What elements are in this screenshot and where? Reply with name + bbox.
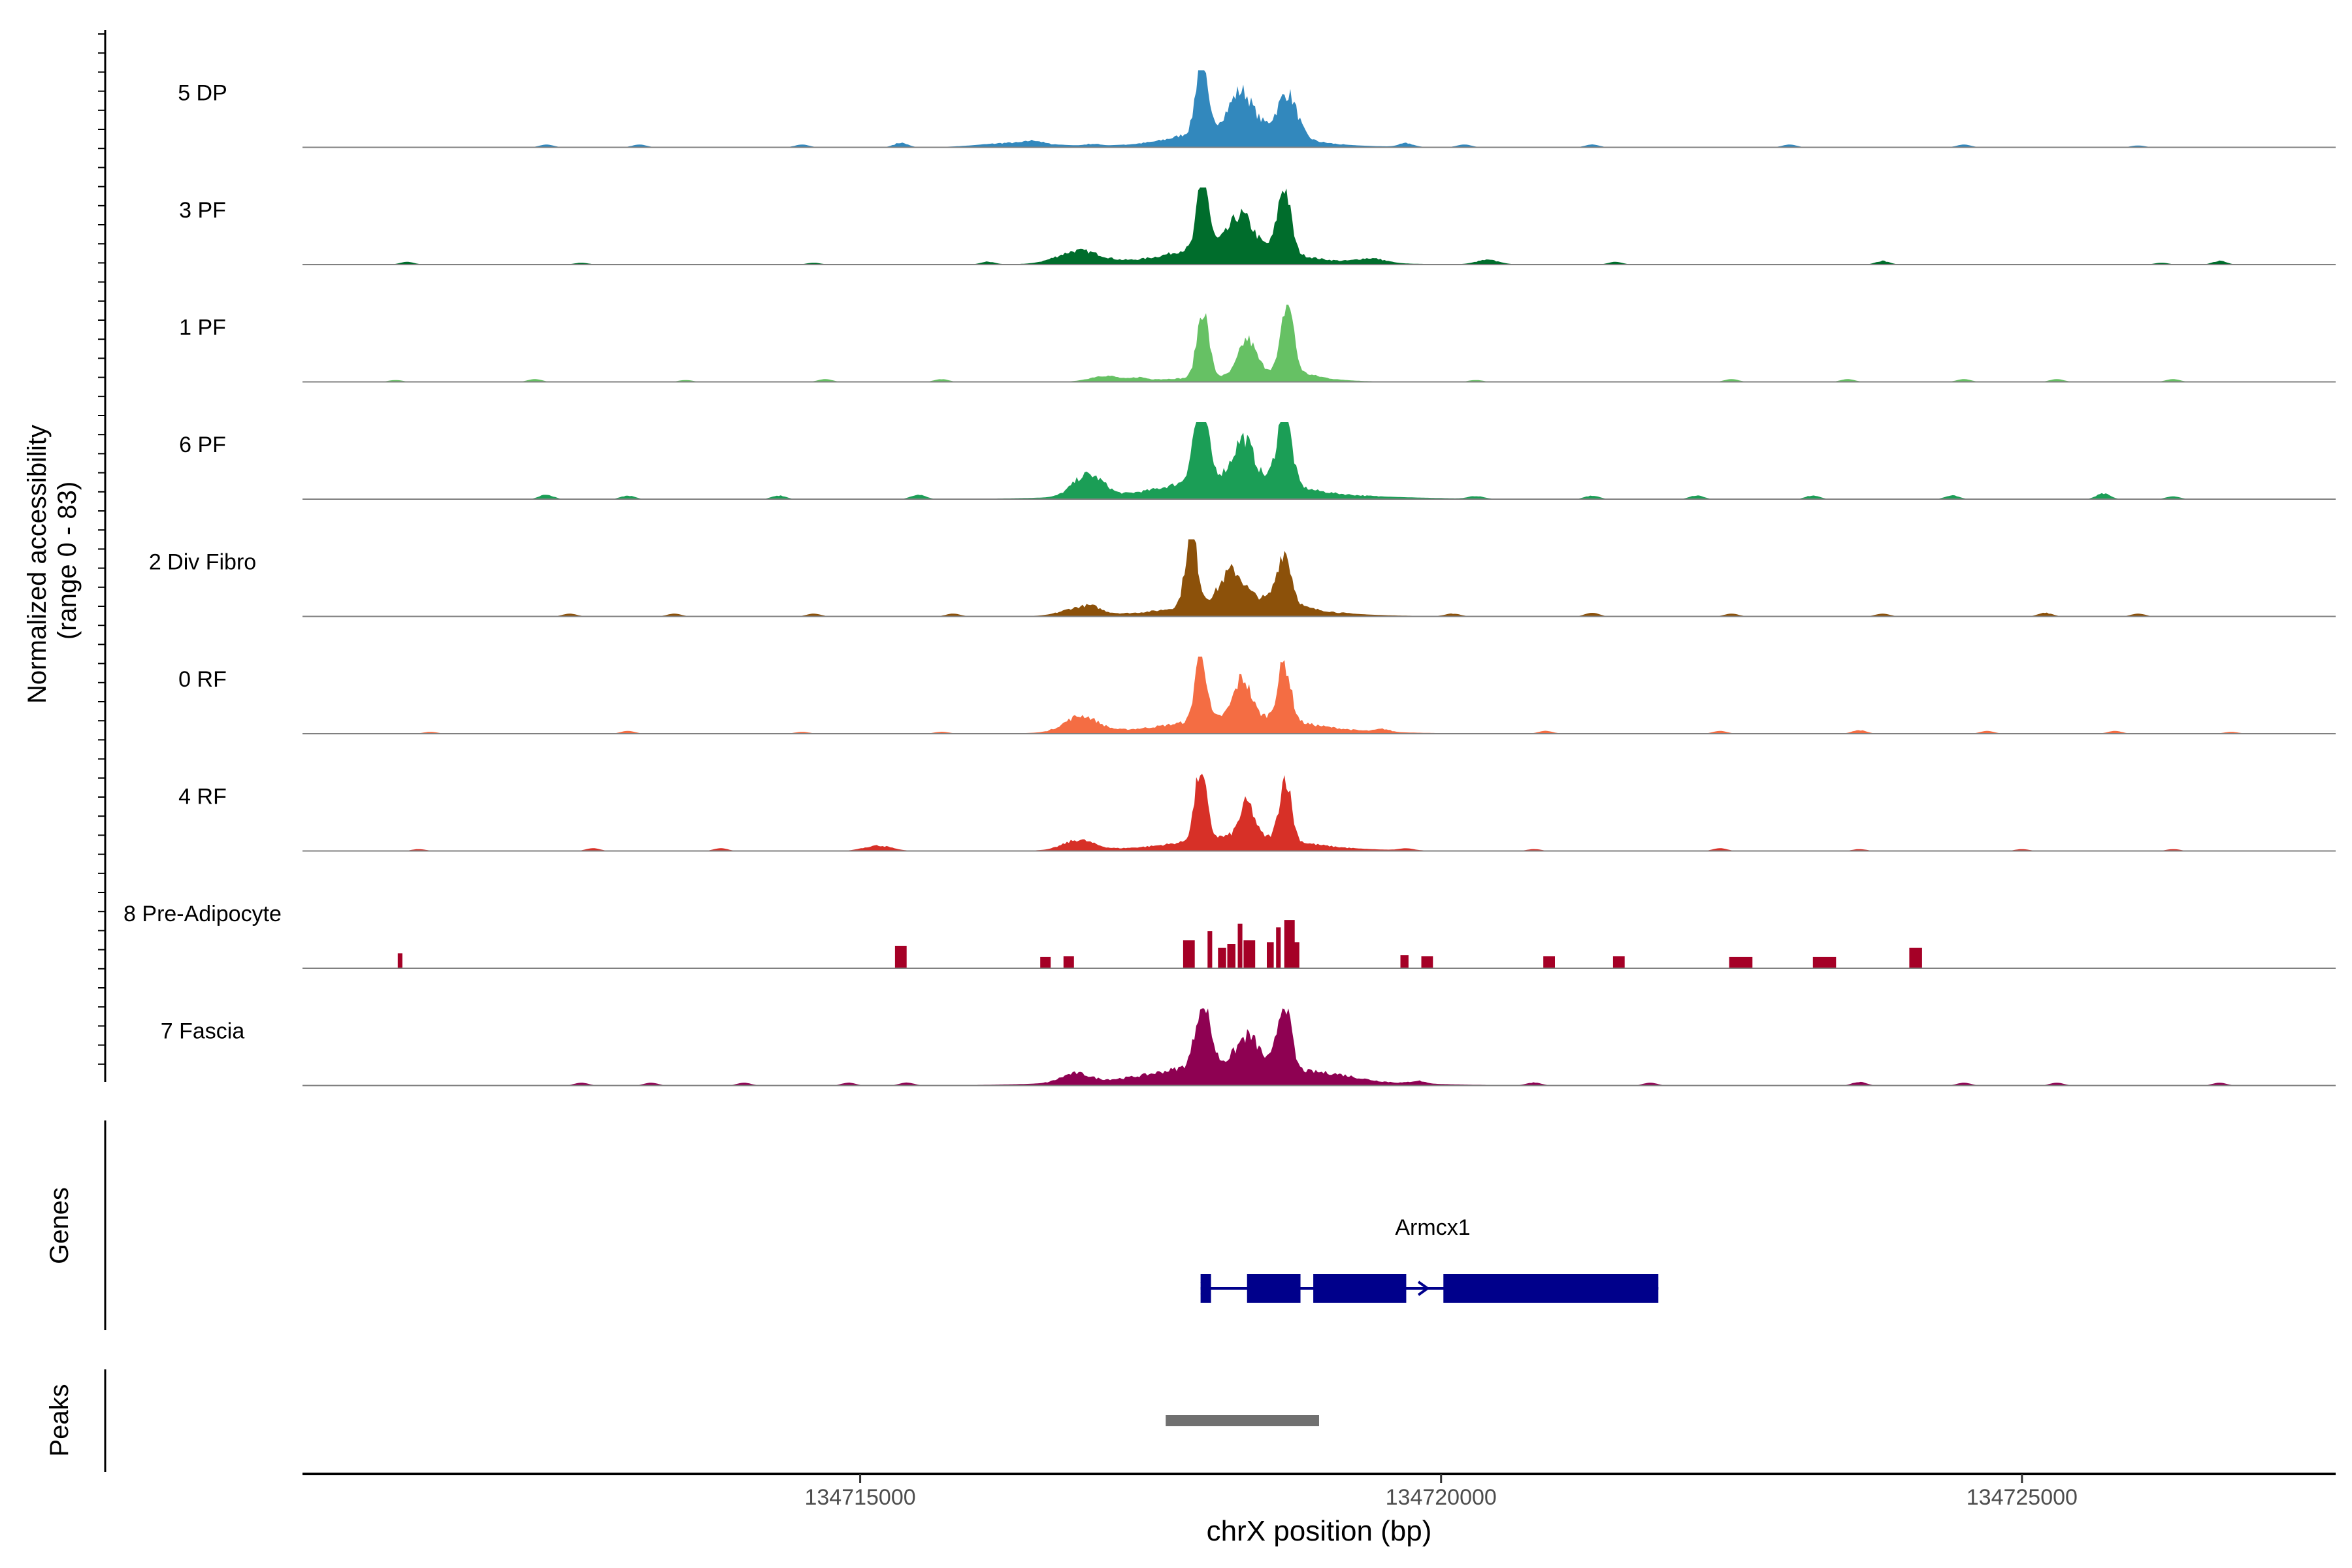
track-4: 2 Div Fibro <box>149 539 2336 617</box>
track-label: 1 PF <box>179 316 226 340</box>
gene-strand-arrow <box>1200 1281 1213 1296</box>
track-label: 6 PF <box>179 433 226 457</box>
y-axis-label-line1: Normalized accessibility <box>23 425 52 704</box>
x-axis-tick-label: 134725000 <box>1967 1485 2078 1510</box>
track-label: 4 RF <box>178 785 227 809</box>
x-axis-ticks: 134715000 134720000 134725000 <box>804 1474 2078 1510</box>
genes-panel-label: Genes <box>45 1187 74 1264</box>
gene-exon <box>1443 1274 1659 1303</box>
y-axis-label-line2: (range 0 - 83) <box>53 482 82 640</box>
track-label: 5 DP <box>178 81 227 106</box>
track-label: 3 PF <box>179 198 226 223</box>
track-label: 2 Div Fibro <box>149 550 256 575</box>
track-7: 8 Pre-Adipocyte <box>123 902 2336 969</box>
gene-strand-arrow <box>1417 1281 1430 1296</box>
track-label: 7 Fascia <box>161 1019 245 1044</box>
track-8: 7 Fascia <box>161 1008 2336 1086</box>
track-label: 0 RF <box>178 667 227 692</box>
peak-regions <box>1166 1415 1319 1426</box>
peak-region <box>1166 1415 1319 1426</box>
gene-annotation <box>1200 1274 1659 1303</box>
x-axis-tick-label: 134715000 <box>804 1485 915 1510</box>
track-6: 4 RF <box>178 774 2336 852</box>
x-axis-label: chrX position (bp) <box>1207 1515 1432 1547</box>
gene-exon <box>1200 1274 1211 1303</box>
gene-exon <box>1247 1274 1301 1303</box>
track-1: 3 PF <box>179 188 2336 265</box>
track-0: 5 DP <box>178 70 2336 148</box>
gene-strand-arrow <box>1272 1281 1285 1296</box>
gene-name-label: Armcx1 <box>1395 1215 1470 1240</box>
coverage-y-axis-ticks <box>98 33 105 1065</box>
peaks-panel-label: Peaks <box>45 1384 74 1456</box>
track-3: 6 PF <box>179 422 2336 500</box>
gene-exon <box>1313 1274 1407 1303</box>
track-5: 0 RF <box>178 657 2336 734</box>
track-2: 1 PF <box>179 304 2336 383</box>
y-axis-label: Normalized accessibility (range 0 - 83) <box>23 417 82 704</box>
track-label: 8 Pre-Adipocyte <box>123 902 282 926</box>
x-axis-tick-label: 134720000 <box>1386 1485 1497 1510</box>
coverage-tracks: 5 DP 3 PF 1 PF 6 PF 2 Div Fibro 0 RF 4 RF 8 Pre… <box>123 70 2336 1086</box>
